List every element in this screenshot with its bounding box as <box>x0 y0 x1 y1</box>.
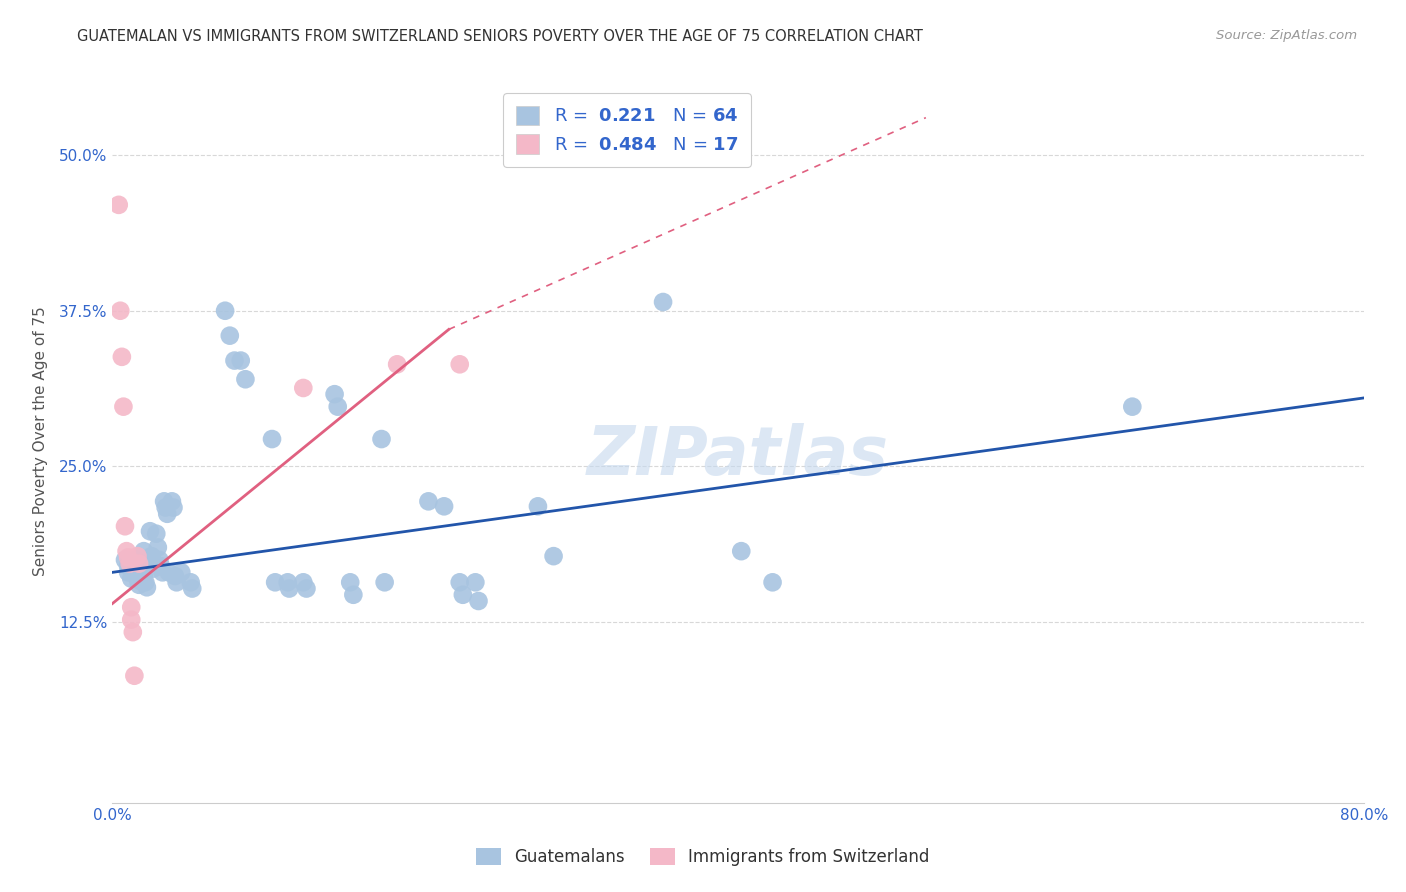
Point <box>451 588 474 602</box>
Point <box>214 303 236 318</box>
Point <box>117 550 139 565</box>
Point <box>132 557 155 571</box>
Text: GUATEMALAN VS IMMIGRANTS FROM SWITZERLAND SENIORS POVERTY OVER THE AGE OF 75 COR: GUATEMALAN VS IMMIGRANTS FROM SWITZERLAN… <box>77 29 924 44</box>
Point <box>120 600 142 615</box>
Point <box>527 500 550 514</box>
Point <box>292 575 315 590</box>
Point <box>149 559 172 574</box>
Point <box>132 544 155 558</box>
Point <box>326 400 349 414</box>
Point <box>162 500 184 515</box>
Point <box>323 387 346 401</box>
Point <box>127 572 149 586</box>
Point <box>129 574 152 588</box>
Point <box>134 575 156 590</box>
Point <box>385 357 408 371</box>
Point <box>374 575 396 590</box>
Point <box>218 328 240 343</box>
Legend: R =  $\bf{0.221}$   N = $\bf{64}$, R =  $\bf{0.484}$   N = $\bf{17}$: R = $\bf{0.221}$ N = $\bf{64}$, R = $\bf… <box>503 93 751 167</box>
Point <box>449 575 471 590</box>
Point <box>467 594 489 608</box>
Point <box>761 575 783 590</box>
Point <box>142 561 165 575</box>
Point <box>170 566 193 580</box>
Point <box>152 566 174 580</box>
Point <box>160 494 183 508</box>
Point <box>229 353 252 368</box>
Point <box>157 566 180 580</box>
Point <box>543 549 565 563</box>
Y-axis label: Seniors Poverty Over the Age of 75: Seniors Poverty Over the Age of 75 <box>32 307 48 576</box>
Point <box>370 432 392 446</box>
Point <box>260 432 283 446</box>
Point <box>121 625 143 640</box>
Point <box>139 524 162 539</box>
Point <box>124 669 146 683</box>
Point <box>125 553 148 567</box>
Point <box>112 400 135 414</box>
Point <box>148 553 170 567</box>
Legend: Guatemalans, Immigrants from Switzerland: Guatemalans, Immigrants from Switzerland <box>468 840 938 875</box>
Point <box>339 575 361 590</box>
Point <box>132 563 155 577</box>
Point <box>730 544 752 558</box>
Point <box>652 295 675 310</box>
Point <box>118 557 141 571</box>
Point <box>155 500 177 515</box>
Point <box>464 575 486 590</box>
Point <box>418 494 440 508</box>
Point <box>115 544 138 558</box>
Point <box>111 350 134 364</box>
Point <box>166 575 188 590</box>
Point <box>120 572 142 586</box>
Point <box>292 381 315 395</box>
Point <box>180 575 202 590</box>
Point <box>135 580 157 594</box>
Point <box>264 575 287 590</box>
Point <box>145 526 167 541</box>
Point <box>117 559 139 574</box>
Text: Source: ZipAtlas.com: Source: ZipAtlas.com <box>1216 29 1357 42</box>
Point <box>224 353 246 368</box>
Point <box>433 500 456 514</box>
Point <box>125 561 148 575</box>
Point <box>153 494 176 508</box>
Point <box>156 507 179 521</box>
Point <box>114 519 136 533</box>
Point <box>278 582 301 596</box>
Point <box>1121 400 1143 414</box>
Point <box>117 566 139 580</box>
Point <box>114 553 136 567</box>
Text: ZIPatlas: ZIPatlas <box>588 423 889 489</box>
Point <box>110 303 132 318</box>
Point <box>181 582 204 596</box>
Point <box>128 578 150 592</box>
Point <box>342 588 364 602</box>
Point <box>132 569 155 583</box>
Point <box>141 549 163 563</box>
Point <box>277 575 299 590</box>
Point <box>295 582 318 596</box>
Point <box>449 357 471 371</box>
Point <box>235 372 257 386</box>
Point <box>163 569 186 583</box>
Point <box>127 549 149 563</box>
Point <box>146 541 169 555</box>
Point <box>107 198 129 212</box>
Point <box>128 557 150 571</box>
Point <box>120 613 142 627</box>
